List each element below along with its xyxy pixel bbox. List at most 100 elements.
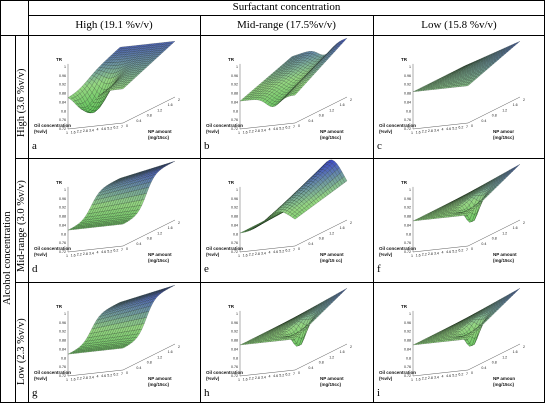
np-tick-label: 1.2 [157,231,162,235]
np-tick-label: 0.8 [492,114,497,118]
np-tick-label: 0.8 [319,114,324,118]
x-axis-title: Oil concentration [34,123,71,128]
oil-tick-label: 7 [466,248,468,252]
z-tick-label: 0.76 [231,365,238,369]
np-tick-label: 1.6 [168,103,173,107]
z-tick-label: 0.92 [231,330,238,334]
z-axis-title: TR [56,304,63,309]
z-tick-label: 0.84 [231,223,238,227]
z-axis-title: TR [56,57,63,62]
oil-tick-label: 5.2 [452,373,457,377]
np-tick-label: 0.4 [481,366,486,370]
np-tick-label: 0 [298,124,300,128]
oil-tick-label: 4 [97,128,99,132]
x-axis-title: (%v/v) [379,376,393,381]
oil-tick-label: 5.2 [279,249,284,253]
oil-tick-label: 2.2 [422,377,427,381]
np-tick-label: 1.6 [340,350,345,354]
y-axis-title: (mg/15cc) [493,135,515,140]
z-axis-title: TR [401,304,408,309]
oil-tick-label: 2.2 [77,253,82,257]
z-tick-label: 0.8 [233,232,238,236]
y-axis-title: NP amount [493,252,517,257]
oil-tick-label: 4.6 [101,250,106,254]
oil-tick-label: 2.8 [428,129,433,133]
z-tick-label: 0.8 [61,356,66,360]
z-tick-label: 0.96 [404,197,411,201]
z-tick-label: 0.84 [59,100,66,104]
z-tick-label: 0.92 [404,206,411,210]
z-axis-title: TR [228,180,235,185]
panel-letter: e [204,264,209,275]
x-axis-title: (%v/v) [34,252,48,257]
y-axis-title: NP amount [148,376,172,381]
y-axis-title: NP amount [148,129,172,134]
panel-letter: h [204,388,210,399]
label-col-divider [28,0,29,403]
np-tick-label: 0.4 [308,242,313,246]
oil-tick-label: 4.6 [273,374,278,378]
oil-tick-label: 1.6 [71,253,76,257]
z-tick-label: 0.96 [404,321,411,325]
oil-tick-label: 1.6 [71,377,76,381]
oil-tick-label: 5.2 [107,373,112,377]
z-tick-label: 0.76 [59,365,66,369]
y-axis-title: (mg/15cc) [148,135,170,140]
oil-tick-label: 1.6 [416,377,421,381]
oil-tick-label: 3.4 [89,128,94,132]
np-tick-label: 0.8 [319,361,324,365]
oil-tick-label: 1 [66,378,68,382]
z-axis-title: TR [228,57,235,62]
z-tick-label: 0.8 [233,356,238,360]
oil-tick-label: 4.6 [273,250,278,254]
oil-tick-label: 3.4 [261,375,266,379]
z-tick-label: 1 [409,188,411,192]
oil-tick-label: 1 [411,254,413,258]
oil-tick-label: 7 [466,372,468,376]
np-tick-label: 0.8 [319,237,324,241]
surface-mesh [413,41,520,92]
oil-tick-label: 4.6 [446,250,451,254]
oil-tick-label: 4.6 [446,127,451,131]
np-tick-label: 1.2 [157,355,162,359]
z-tick-label: 0.76 [404,118,411,122]
z-tick-label: 0.88 [59,339,66,343]
np-tick-label: 0.8 [492,237,497,241]
np-tick-label: 0.4 [308,366,313,370]
z-tick-label: 1 [236,65,238,69]
row-header-mid: Mid-range (3.0 %v/v) [17,180,28,272]
z-tick-label: 0.88 [231,215,238,219]
table-left-border [0,0,1,403]
y-axis-title: (mg/15cc) [493,258,515,263]
np-tick-label: 2 [178,98,180,102]
oil-tick-label: 4 [269,128,271,132]
oil-tick-label: 5.2 [452,126,457,130]
x-axis-title: (%v/v) [379,129,393,134]
oil-tick-label: 1.6 [243,377,248,381]
z-tick-label: 1 [64,65,66,69]
np-tick-label: 1.6 [168,350,173,354]
oil-tick-label: 2.2 [422,253,427,257]
y-axis-title: NP amoun [493,376,515,381]
oil-tick-label: 6.2 [458,249,463,253]
y-axis-title: (mg/15cc) [148,258,170,263]
np-tick-label: 0.4 [136,366,141,370]
np-tick-label: 0 [298,247,300,251]
x-axis-title: (%v/v) [379,252,393,257]
np-tick-label: 0.4 [481,242,486,246]
z-tick-label: 0.76 [404,241,411,245]
z-tick-label: 0.88 [404,215,411,219]
oil-tick-label: 3.4 [89,375,94,379]
y-axis-title: NP amount [320,129,344,134]
oil-tick-label: 2.8 [428,376,433,380]
oil-tick-label: 5.2 [107,126,112,130]
z-axis-title: TR [56,180,63,185]
